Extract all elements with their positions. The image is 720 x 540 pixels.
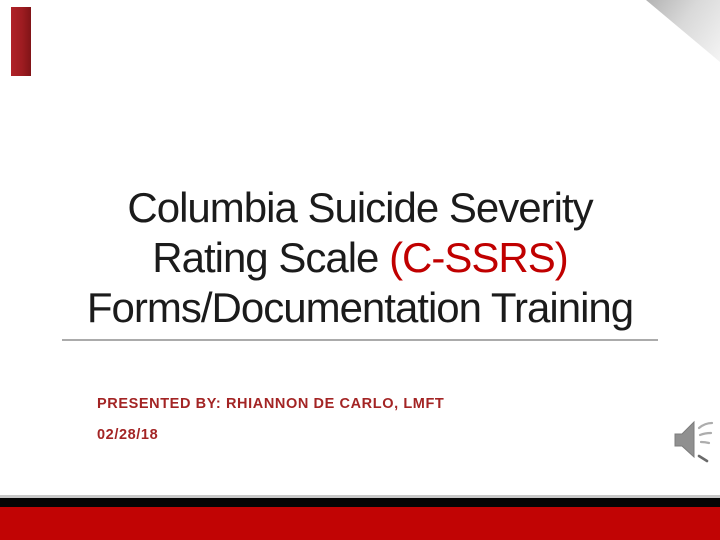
footer-black-band bbox=[0, 498, 720, 507]
slide-title: Columbia Suicide Severity Rating Scale (… bbox=[30, 183, 690, 333]
title-line-2-text: Rating Scale bbox=[152, 234, 390, 281]
title-line-2: Rating Scale (C-SSRS) bbox=[30, 233, 690, 283]
speaker-body bbox=[674, 420, 695, 459]
footer-gray-hairline bbox=[0, 495, 720, 498]
audio-speaker-icon[interactable] bbox=[668, 416, 716, 466]
top-left-red-ribbon-accent bbox=[11, 7, 31, 76]
date-text: 02/28/18 bbox=[97, 427, 159, 443]
sound-waves bbox=[697, 421, 714, 445]
top-right-corner-fold-decoration bbox=[646, 0, 720, 62]
title-line-3: Forms/Documentation Training bbox=[86, 284, 634, 331]
presented-by-text: PRESENTED BY: RHIANNON DE CARLO, LMFT bbox=[97, 396, 445, 412]
title-highlight-cssrs: (C-SSRS) bbox=[389, 234, 569, 281]
title-line-1: Columbia Suicide Severity bbox=[127, 184, 593, 231]
sound-wave-shadow bbox=[697, 454, 709, 463]
footer-red-band bbox=[0, 507, 720, 540]
title-divider-rule bbox=[62, 339, 658, 341]
